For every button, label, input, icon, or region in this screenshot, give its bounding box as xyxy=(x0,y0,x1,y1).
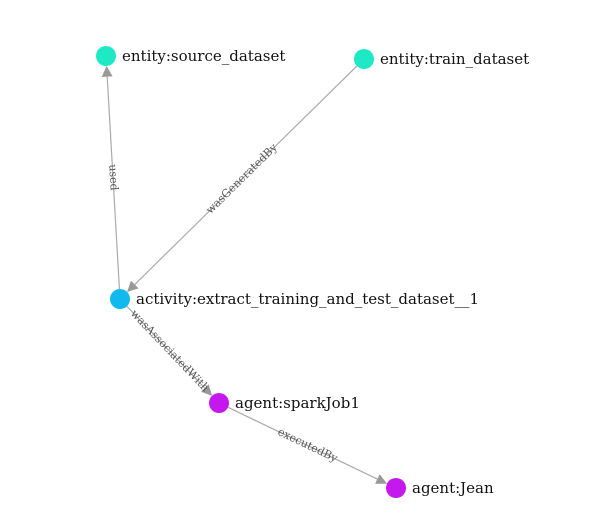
node-train[interactable]: entity:train_dataset xyxy=(354,49,529,69)
node-spark[interactable]: agent:sparkJob1 xyxy=(209,393,360,413)
node-label-activity: activity:extract_training_and_test_datas… xyxy=(136,290,479,308)
entity-node-circle[interactable] xyxy=(96,46,116,66)
node-label-train: entity:train_dataset xyxy=(380,50,529,68)
edge-used xyxy=(101,65,121,290)
entity-node-circle[interactable] xyxy=(354,49,374,69)
node-source[interactable]: entity:source_dataset xyxy=(96,46,285,66)
edge-label-executedBy: executedBy xyxy=(276,425,341,465)
edge-label-wasAssociatedWith: wasAssociatedWith xyxy=(128,307,212,394)
agent-node-circle[interactable] xyxy=(386,478,406,498)
edge-label-wasGeneratedBy: wasGeneratedBy xyxy=(203,140,280,216)
node-label-jean: agent:Jean xyxy=(412,479,494,497)
edge-label-used: used xyxy=(106,164,120,191)
edge-wasGeneratedBy xyxy=(127,65,358,293)
edge-executedBy xyxy=(227,406,388,484)
node-label-spark: agent:sparkJob1 xyxy=(235,394,360,412)
node-label-source: entity:source_dataset xyxy=(122,47,285,65)
activity-node-circle[interactable] xyxy=(110,289,130,309)
edges-layer xyxy=(101,65,388,484)
edge-wasAssociatedWith xyxy=(126,305,213,396)
node-jean[interactable]: agent:Jean xyxy=(386,478,494,498)
agent-node-circle[interactable] xyxy=(209,393,229,413)
node-activity[interactable]: activity:extract_training_and_test_datas… xyxy=(110,289,479,309)
nodes-layer: entity:source_dataset entity:train_datase… xyxy=(96,46,529,498)
